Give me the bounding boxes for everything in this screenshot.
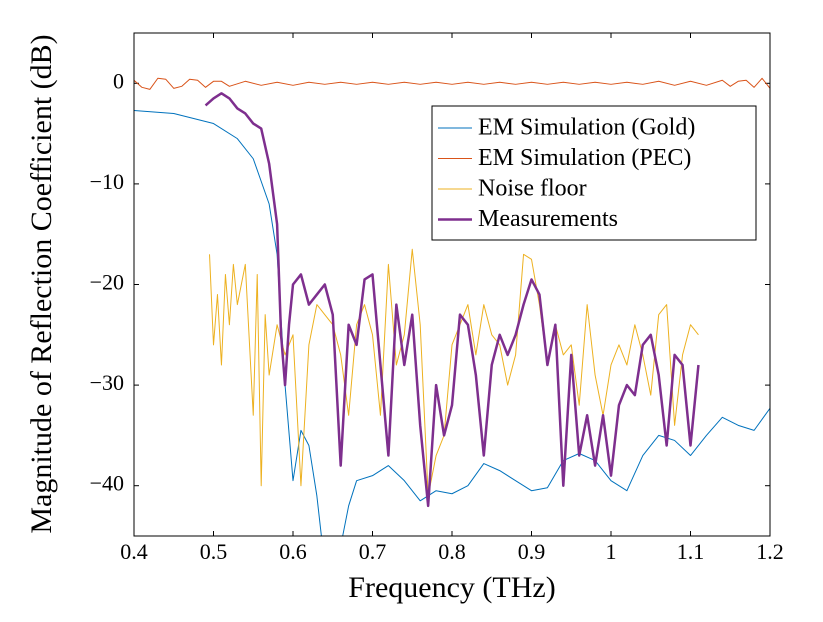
y-tick-label: −40 xyxy=(90,471,124,496)
series-line xyxy=(204,92,700,508)
x-tick-label: 1 xyxy=(606,539,617,564)
x-tick-label: 0.6 xyxy=(279,539,307,564)
x-tick-label: 0.4 xyxy=(120,539,148,564)
x-axis-label: Frequency (THz) xyxy=(348,571,555,604)
x-tick-label: 0.9 xyxy=(518,539,546,564)
legend-box xyxy=(431,105,757,241)
y-axis-label: Magnitude of Reflection Coefficient (dB) xyxy=(25,34,58,533)
y-tick-label: −30 xyxy=(90,370,124,395)
x-tick-label: 1.2 xyxy=(756,539,784,564)
y-tick-label: 0 xyxy=(113,68,124,93)
x-tick-label: 0.7 xyxy=(359,539,387,564)
y-tick-label: −10 xyxy=(90,169,124,194)
legend-label: EM Simulation (Gold) xyxy=(478,115,695,141)
legend-label: EM Simulation (PEC) xyxy=(478,145,691,171)
x-tick-label: 1.1 xyxy=(677,539,705,564)
plot-frame xyxy=(133,32,771,537)
x-tick-label: 0.8 xyxy=(438,539,466,564)
legend-label: Noise floor xyxy=(478,176,587,202)
series-line xyxy=(209,248,699,497)
series-line xyxy=(134,77,770,90)
y-tick-label: −20 xyxy=(90,270,124,295)
x-tick-label: 0.5 xyxy=(200,539,228,564)
legend-label: Measurements xyxy=(478,206,618,232)
